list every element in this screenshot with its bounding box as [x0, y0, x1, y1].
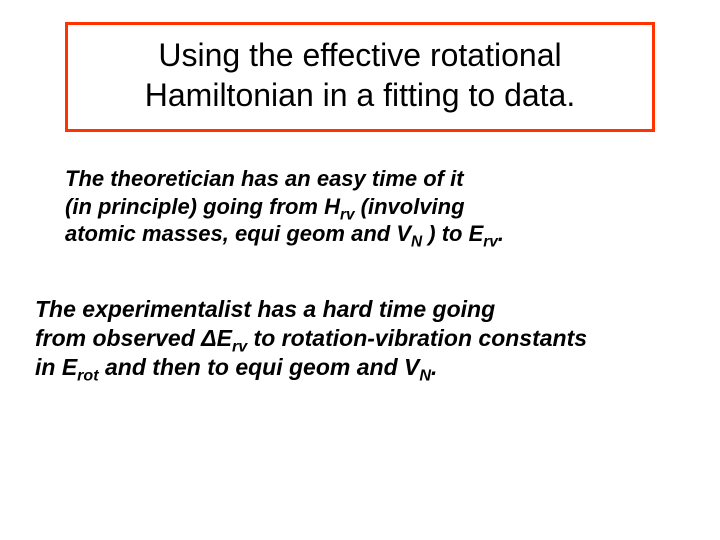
- p2-line3b: and then to equi geom and V: [99, 354, 420, 380]
- p2-sub-erot: rot: [77, 366, 98, 384]
- theoretician-paragraph: The theoretician has an easy time of it …: [65, 165, 645, 248]
- p1-line2a: (in principle) going from H: [65, 194, 340, 219]
- slide: Using the effective rotational Hamiltoni…: [0, 0, 720, 540]
- experimentalist-paragraph: The experimentalist has a hard time goin…: [35, 295, 675, 381]
- title-line-2: Hamiltonian in a fitting to data.: [145, 77, 575, 113]
- p2-line3c: .: [431, 354, 437, 380]
- p1-sub-vn: N: [411, 233, 422, 250]
- p1-sub-erv: rv: [483, 233, 498, 250]
- p2-line2a: from observed ΔE: [35, 325, 232, 351]
- p2-line1: The experimentalist has a hard time goin…: [35, 296, 495, 322]
- p1-line3b: ) to E: [422, 221, 483, 246]
- title-line-1: Using the effective rotational: [158, 37, 561, 73]
- p2-sub-vn: N: [419, 366, 431, 384]
- p1-line3c: .: [498, 221, 504, 246]
- p2-line2b: to rotation-vibration constants: [247, 325, 587, 351]
- p1-line2b: (involving: [355, 194, 465, 219]
- p1-line1: The theoretician has an easy time of it: [65, 166, 464, 191]
- p2-line3a: in E: [35, 354, 77, 380]
- p1-line3a: atomic masses, equi geom and V: [65, 221, 411, 246]
- title-box: Using the effective rotational Hamiltoni…: [65, 22, 655, 132]
